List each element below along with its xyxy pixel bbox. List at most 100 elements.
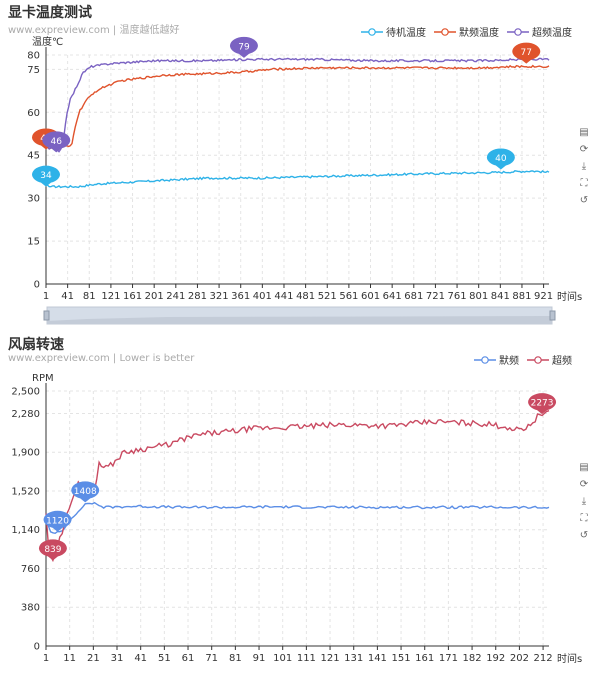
x-tick-label: 202 [510, 653, 529, 664]
y-tick-label: 760 [21, 564, 40, 575]
value-marker: 1120 [43, 510, 72, 532]
datazoom-handle-right [549, 310, 556, 321]
x-tick-label: 681 [404, 291, 423, 302]
x-tick-label: 521 [318, 291, 337, 302]
marker-label: 40 [495, 154, 507, 164]
x-tick-label: 161 [123, 291, 142, 302]
x-tick-label: 212 [534, 653, 553, 664]
datazoom-handle-left [43, 310, 50, 321]
x-tick-label: 281 [188, 291, 207, 302]
value-marker: 2273 [528, 393, 557, 415]
legend-line-icon [474, 355, 496, 364]
data-view-icon[interactable]: ▤ [579, 127, 589, 138]
series-line [45, 169, 550, 189]
legend-item-default[interactable]: 默频 [474, 352, 519, 367]
x-tick-label: 11 [63, 653, 76, 664]
marker-label: 1120 [46, 516, 69, 526]
marker-label: 839 [44, 545, 61, 555]
x-tick-label: 21 [87, 653, 100, 664]
x-tick-label: 51 [158, 653, 171, 664]
x-tick-label: 561 [339, 291, 358, 302]
x-tick-label: 71 [205, 653, 218, 664]
chart1-toolbox: ▤ ⟳ ⤓ ⛶ ↺ [578, 127, 590, 207]
legend-line-icon [527, 355, 549, 364]
x-tick-label: 192 [486, 653, 505, 664]
x-tick-label: 81 [229, 653, 242, 664]
x-tick-label: 41 [61, 291, 74, 302]
chart1-title: 显卡温度测试 [8, 5, 92, 21]
chart2-legend: 默频 超频 [466, 352, 572, 367]
data-view-icon[interactable]: ▤ [579, 462, 589, 473]
x-tick-label: 1 [43, 291, 49, 302]
marker-pin [512, 42, 541, 64]
zoom-reset-icon[interactable]: ↺ [579, 530, 589, 541]
y-tick-label: 15 [27, 237, 40, 248]
zoom-icon[interactable]: ⛶ [580, 513, 588, 524]
y-tick-label: 1,140 [11, 525, 40, 536]
legend-label: 超频温度 [532, 28, 572, 39]
datazoom-preview [47, 316, 552, 324]
restore-icon[interactable]: ⟳ [579, 144, 589, 155]
restore-icon[interactable]: ⟳ [579, 479, 589, 490]
x-tick-label: 171 [439, 653, 458, 664]
marker-pin [229, 36, 258, 58]
legend-line-icon [361, 27, 383, 36]
legend-item-oc[interactable]: 超频温度 [507, 24, 572, 39]
marker-label: 77 [521, 48, 532, 58]
x-tick-label: 151 [392, 653, 411, 664]
marker-pin [528, 393, 557, 415]
x-tick-label: 101 [273, 653, 292, 664]
save-image-icon[interactable]: ⤓ [581, 496, 587, 507]
x-tick-label: 121 [101, 291, 120, 302]
y-tick-label: 30 [27, 194, 40, 205]
x-tick-label: 182 [463, 653, 482, 664]
value-marker: 79 [229, 36, 258, 58]
y-tick-label: 1,900 [11, 448, 40, 459]
legend-label: 超频 [552, 356, 572, 367]
marker-label: 1408 [74, 487, 97, 497]
chart2-toolbox: ▤ ⟳ ⤓ ⛶ ↺ [578, 462, 590, 542]
series-line [45, 501, 550, 535]
marker-pin [38, 539, 67, 561]
zoom-icon[interactable]: ⛶ [580, 178, 588, 189]
y-tick-label: 75 [27, 65, 40, 76]
x-tick-label: 241 [166, 291, 185, 302]
x-tick-label: 41 [134, 653, 147, 664]
x-tick-label: 201 [145, 291, 164, 302]
y-tick-label: 2,500 [11, 387, 40, 398]
x-tick-label: 721 [426, 291, 445, 302]
value-marker: 40 [486, 148, 515, 170]
legend-item-default[interactable]: 默频温度 [434, 24, 499, 39]
x-tick-label: 641 [383, 291, 402, 302]
x-tick-label: 131 [344, 653, 363, 664]
x-tick-label: 91 [253, 653, 266, 664]
legend-line-icon [507, 27, 529, 36]
marker-pin [32, 165, 60, 187]
series-line [45, 410, 550, 563]
value-marker: 46 [42, 131, 71, 153]
x-tick-label: 81 [83, 291, 96, 302]
chart1-legend: 待机温度 默频温度 超频温度 [353, 24, 572, 39]
x-axis-title: 时间s [557, 290, 582, 303]
x-tick-label: 921 [534, 291, 553, 302]
legend-item-idle[interactable]: 待机温度 [361, 24, 426, 39]
save-image-icon[interactable]: ⤓ [581, 161, 587, 172]
x-axis-title: 时间s [557, 652, 582, 665]
x-tick-label: 361 [231, 291, 250, 302]
series-line [45, 57, 550, 153]
y-tick-label: 60 [27, 108, 40, 119]
zoom-reset-icon[interactable]: ↺ [579, 195, 589, 206]
marker-pin [42, 131, 71, 153]
x-tick-label: 601 [361, 291, 380, 302]
legend-label: 默频 [499, 356, 519, 367]
x-tick-label: 161 [415, 653, 434, 664]
x-tick-label: 801 [469, 291, 488, 302]
legend-line-icon [434, 27, 456, 36]
marker-label: 34 [40, 171, 52, 181]
x-tick-label: 401 [253, 291, 272, 302]
chart1-subtitle: www.expreview.com | 温度越低越好 [8, 25, 180, 36]
marker-label: 46 [51, 137, 63, 147]
legend-label: 待机温度 [386, 28, 426, 39]
legend-item-oc[interactable]: 超频 [527, 352, 572, 367]
